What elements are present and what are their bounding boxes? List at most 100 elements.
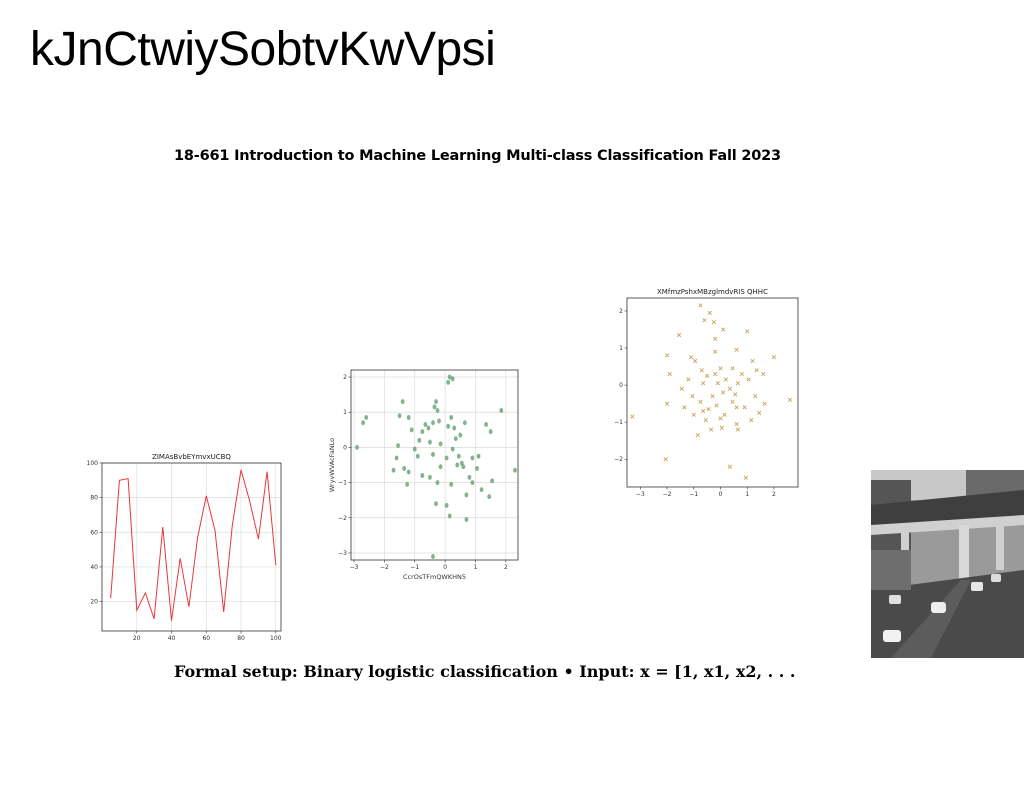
data-point (749, 418, 754, 423)
chart-title: XMfmzPshxMBzglmdvRIS QHHC (657, 288, 768, 296)
data-point (698, 399, 703, 404)
data-point-stroke (721, 327, 726, 332)
data-point (450, 446, 455, 452)
data-point (428, 474, 432, 480)
data-point (432, 404, 437, 410)
data-point-stroke (689, 355, 694, 360)
data-point (431, 451, 435, 457)
data-point (397, 413, 402, 419)
y-tick-label: −1 (338, 480, 347, 487)
data-point (449, 481, 454, 487)
data-point (361, 420, 366, 426)
data-point (710, 394, 715, 399)
data-point (722, 412, 727, 417)
data-point-stroke (667, 371, 672, 377)
data-point-stroke (713, 371, 718, 377)
line-chart-svg: ZIMAsBvbEYmvxUCBQ 20 40 60 80 100 20 40 60 80 100 (87, 453, 282, 642)
data-point (723, 377, 728, 382)
data-point (757, 410, 762, 416)
data-point-stroke (730, 399, 735, 404)
data-point-stroke (735, 427, 741, 432)
y-tick-label: 1 (619, 345, 623, 352)
data-point (693, 358, 698, 364)
data-point (664, 401, 670, 406)
data-point (458, 432, 463, 438)
data-point-stroke (709, 427, 714, 432)
axes-frame (626, 297, 799, 488)
axes-frame (350, 369, 519, 561)
data-point (394, 455, 399, 461)
data-point-stroke (739, 371, 745, 377)
data-point (713, 336, 718, 341)
data-point (753, 394, 758, 399)
data-point-stroke (713, 349, 718, 354)
data-point (438, 441, 443, 447)
x-tick-label: −2 (380, 564, 389, 571)
data-point (459, 460, 464, 466)
data-point (434, 501, 438, 507)
course-header: 18-661 Introduction to Machine Learning … (174, 148, 781, 164)
data-point (475, 466, 479, 472)
y-tick-label: 2 (619, 308, 623, 315)
data-point (490, 478, 495, 484)
x-tick-label: 2 (504, 564, 508, 571)
data-point-stroke (734, 405, 739, 410)
scatter-chart-green: −3 −2 −1 0 1 2 −3 −2 −1 0 1 2 CcrOsTFmQWKHN5 WryvWVAc… (328, 365, 523, 585)
data-point (464, 517, 469, 523)
data-point (462, 420, 467, 426)
x-tick-label: −2 (663, 491, 672, 498)
data-point-stroke (713, 336, 718, 341)
data-point (417, 437, 422, 443)
data-point (409, 427, 414, 433)
line-chart: ZIMAsBvbEYmvxUCBQ 20 40 60 80 100 20 40 60 80 100 (85, 450, 285, 645)
data-point (434, 399, 438, 405)
data-point (735, 381, 741, 386)
data-point (703, 418, 708, 423)
x-tick-label: 80 (237, 635, 245, 642)
data-point (743, 475, 749, 480)
data-point (734, 421, 739, 427)
x-tick-label: 0 (443, 564, 447, 571)
data-point (406, 415, 411, 420)
data-point (667, 371, 672, 377)
data-point (711, 319, 716, 325)
photo-illustration (871, 470, 1024, 658)
x-tick-label: 1 (745, 491, 749, 498)
data-point-stroke (691, 412, 696, 417)
data-point (488, 429, 493, 435)
data-point (449, 415, 454, 420)
data-point-stroke (695, 432, 700, 438)
data-point (730, 366, 735, 371)
data-point (452, 425, 457, 431)
formal-setup-text: Formal setup: Binary logistic classifica… (174, 662, 796, 681)
data-point (431, 420, 435, 426)
data-point-stroke (690, 394, 695, 399)
data-point (742, 405, 747, 410)
data-point (730, 399, 735, 404)
data-point (762, 401, 767, 406)
data-point-stroke (722, 412, 727, 417)
data-point (435, 407, 440, 413)
data-point (663, 457, 668, 462)
data-point (415, 453, 420, 459)
data-point (470, 480, 475, 486)
data-point (364, 415, 369, 420)
data-point-stroke (749, 418, 754, 423)
data-point (701, 381, 706, 386)
data-point (698, 303, 703, 308)
y-tick-label: 2 (343, 374, 347, 381)
data-point (746, 377, 751, 382)
data-point (679, 386, 684, 391)
data-point (447, 374, 452, 380)
data-point-stroke (711, 319, 716, 325)
data-point-stroke (714, 403, 719, 408)
x-tick-label: 60 (202, 635, 210, 642)
data-point-stroke (664, 353, 670, 358)
data-point (484, 422, 489, 428)
x-tick-label: −1 (410, 564, 419, 571)
data-point (428, 439, 432, 445)
data-point (426, 425, 431, 431)
x-tick-label: −3 (636, 491, 645, 498)
data-point-stroke (771, 355, 777, 360)
data-point (718, 366, 723, 371)
